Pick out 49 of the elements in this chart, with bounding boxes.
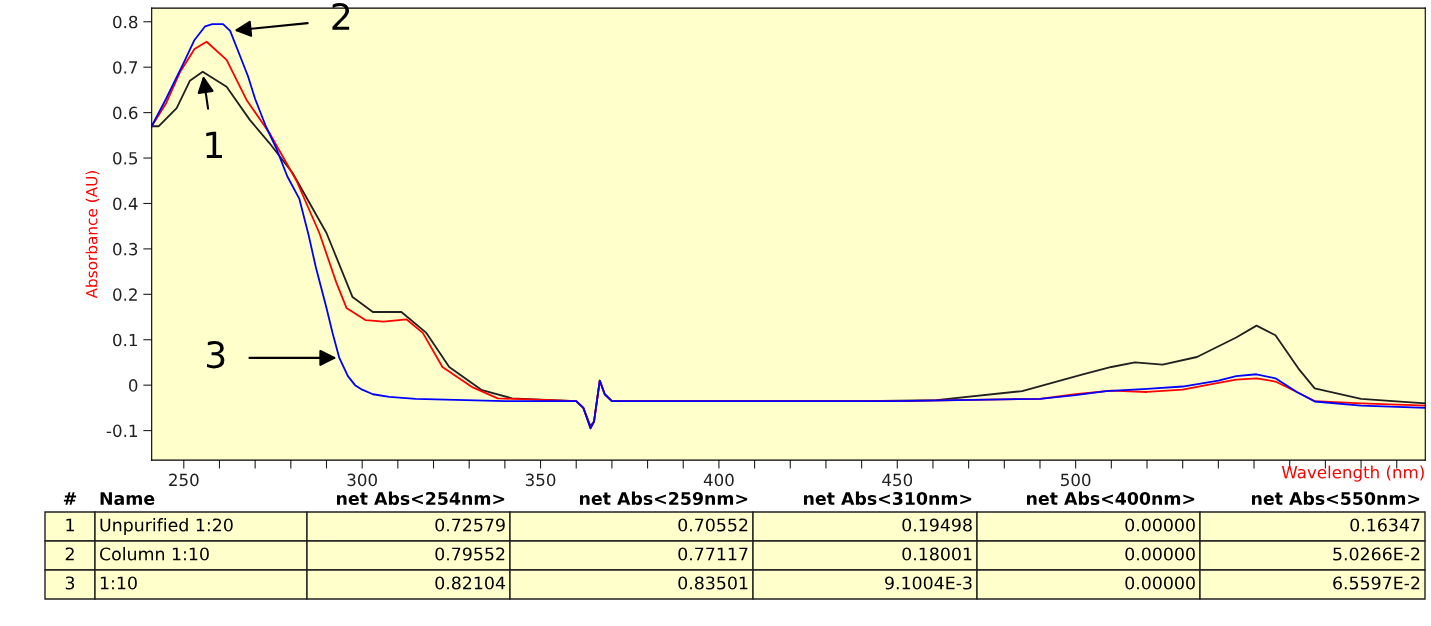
text: 0.00000: [1125, 547, 1195, 561]
y-tick-label: 0.5: [113, 152, 138, 165]
y-tick-label: 0.4: [113, 197, 138, 211]
text: 0.70552: [678, 518, 748, 532]
y-tick-label: 0.6: [113, 106, 138, 120]
text: #: [63, 492, 77, 505]
x-tick-label: 250: [169, 473, 199, 487]
text: 9.1004E-3: [885, 576, 972, 590]
x-tick-label: 400: [703, 473, 734, 487]
annotation: 2: [332, 2, 350, 30]
text: 0.83501: [678, 576, 748, 590]
y-tick-label: 0.8: [113, 15, 138, 29]
text: 5.0266E-2: [1333, 547, 1420, 561]
x-tick-label: 450: [882, 473, 913, 487]
y-tick-label: 0.3: [113, 242, 138, 256]
y-tick-label: 0.2: [113, 288, 137, 301]
y-tick-label: 0.7: [113, 61, 138, 74]
text: 0.77117: [678, 547, 748, 561]
x-tick-label: 300: [347, 473, 377, 487]
text: 3: [65, 576, 75, 590]
text: net Abs<310nm>: [804, 491, 972, 506]
x-tick-label: 350: [525, 473, 556, 487]
text: 0.00000: [1125, 576, 1195, 590]
text: 2: [65, 547, 74, 561]
text: net Abs<254nm>: [337, 491, 505, 506]
y-tick-label: 0.1: [113, 333, 137, 347]
text: 0.79552: [435, 547, 505, 561]
annotation: 1: [206, 131, 222, 159]
text: net Abs<259nm>: [580, 491, 748, 506]
text: 0.00000: [1125, 518, 1195, 532]
y-axis-title: Absorbance (AU): [85, 171, 100, 299]
x-tick-label: 500: [1061, 473, 1091, 487]
text: Unpurified 1:20: [100, 518, 233, 535]
text: 0.82104: [435, 576, 506, 590]
text: 1: [66, 518, 74, 532]
text: 0.18001: [902, 547, 972, 561]
text: 0.16347: [1350, 518, 1420, 532]
text: net Abs<400nm>: [1027, 491, 1195, 506]
annotation: 3: [207, 341, 225, 369]
text: 0.72579: [435, 518, 505, 532]
text: 6.5597E-2: [1333, 576, 1420, 590]
text: 1:10: [100, 576, 137, 590]
x-axis-title: Wavelength (nm): [1281, 465, 1424, 482]
text: net Abs<550nm>: [1252, 491, 1420, 506]
text: Column 1:10: [99, 547, 209, 561]
y-tick-label: -0.1: [106, 424, 137, 438]
text: 0.19498: [902, 518, 972, 532]
text: Name: [100, 492, 155, 506]
y-tick-label: 0: [128, 379, 138, 392]
